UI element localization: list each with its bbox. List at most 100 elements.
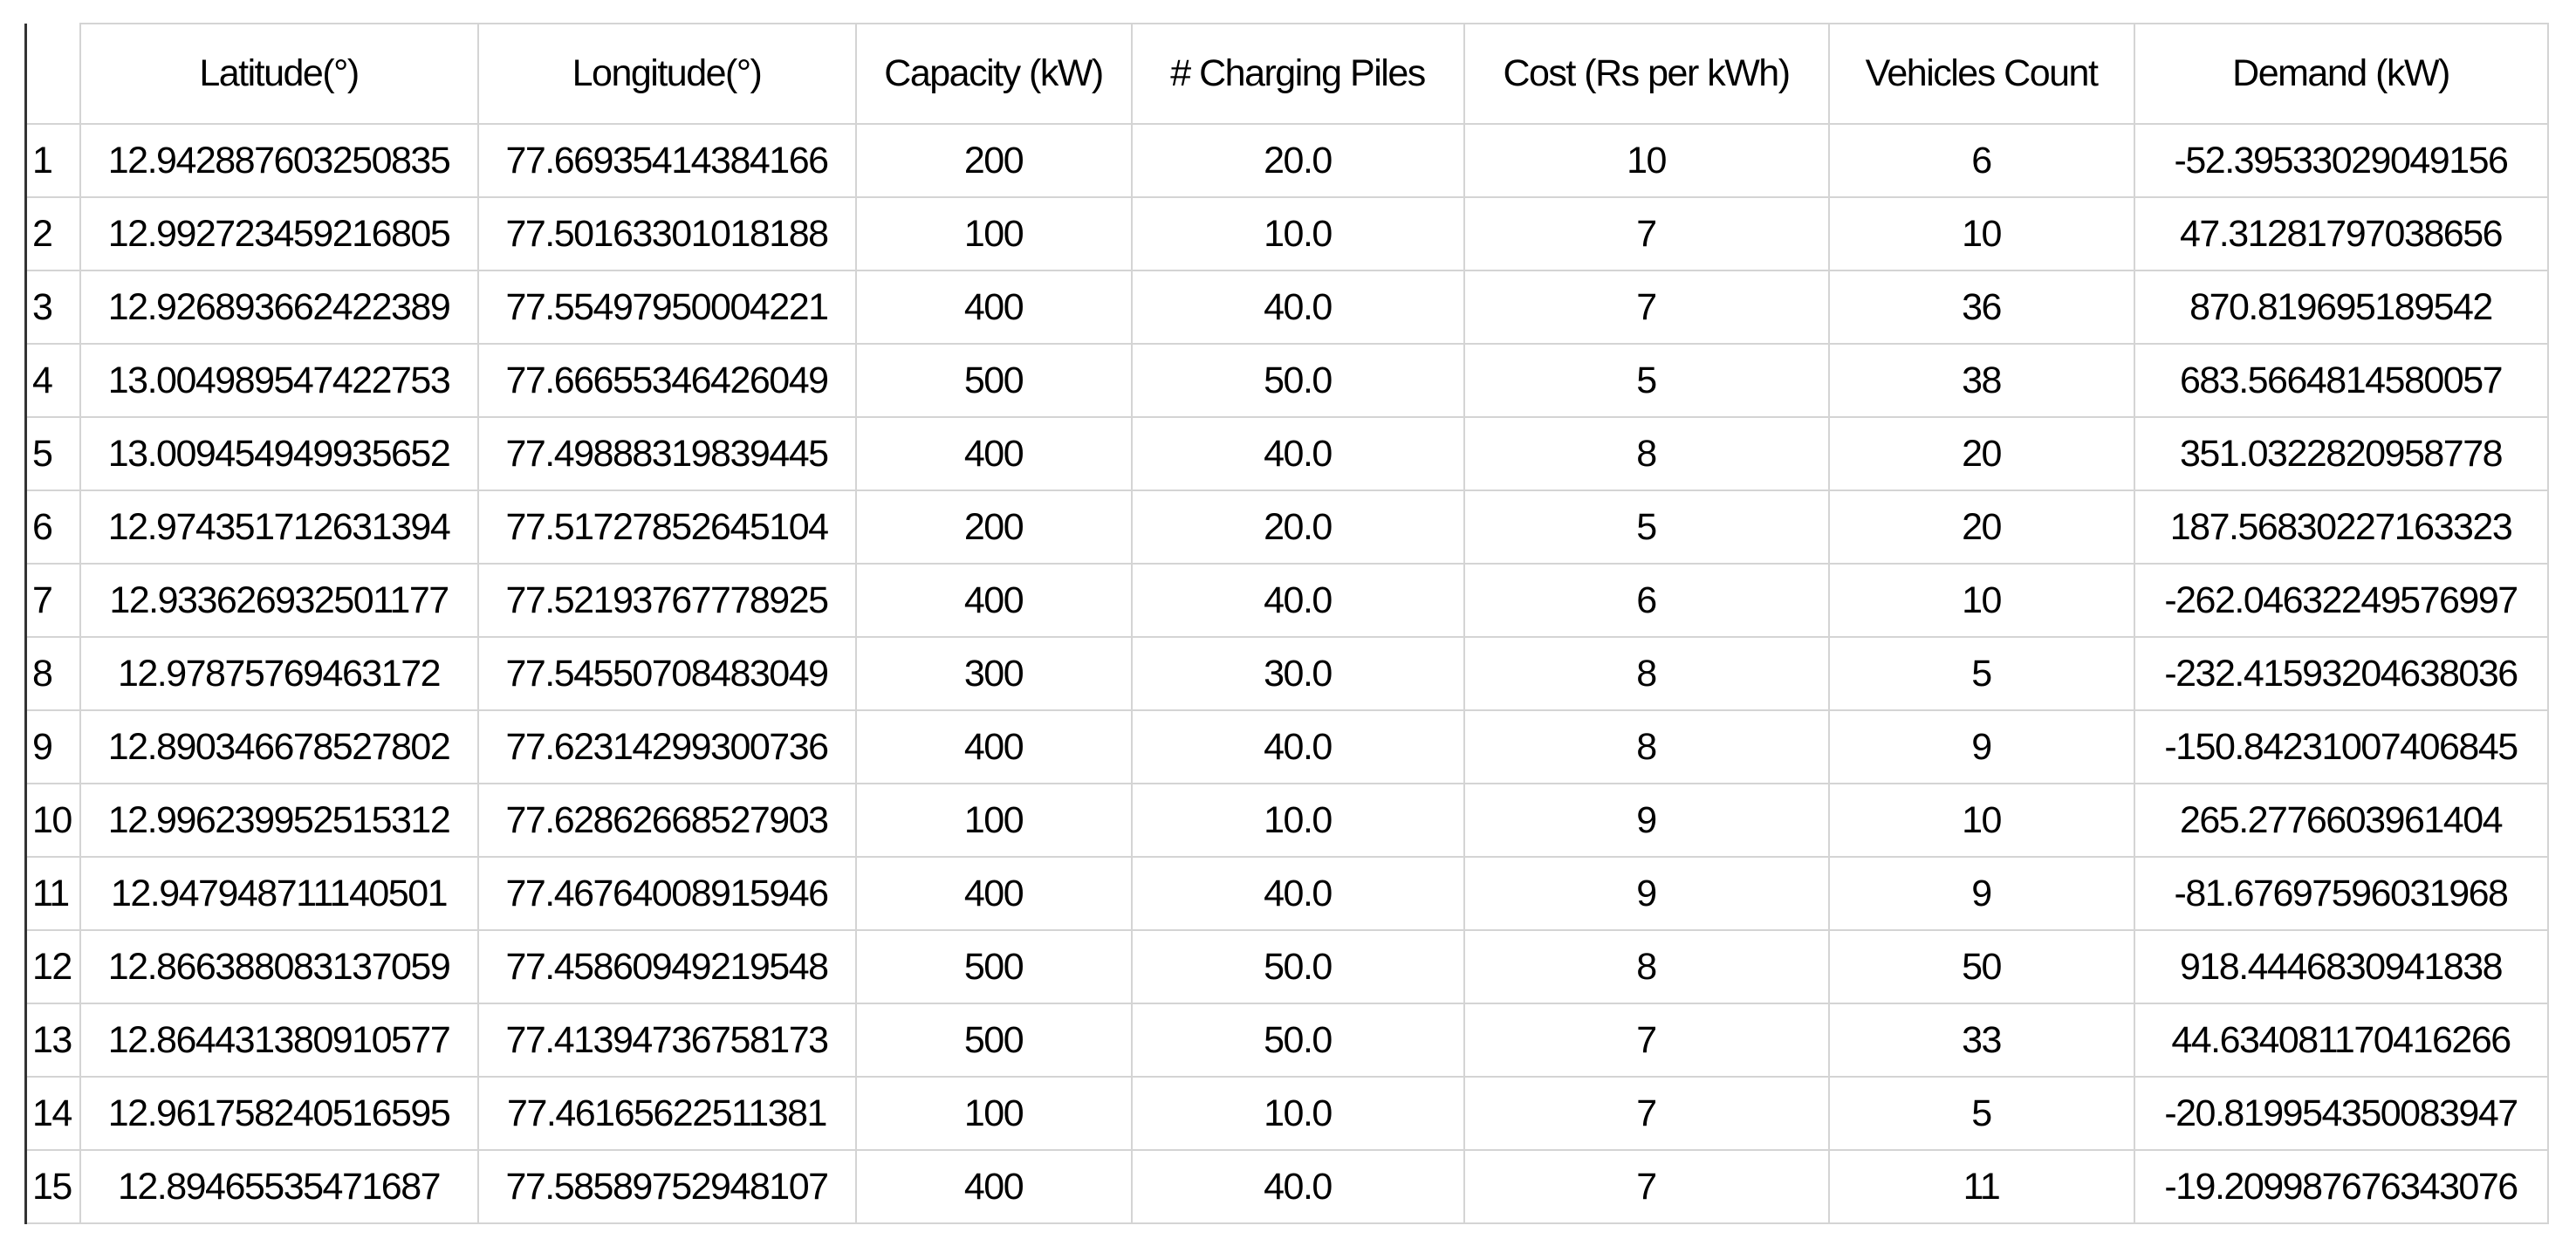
table-cell: 7 [1463, 1149, 1830, 1224]
table-row: 2 12.992723459216805 77.50163301018188 100 1… [25, 196, 2549, 271]
table-cell: 77.62862668527903 [476, 783, 857, 858]
table-cell: 44.634081170416266 [2133, 1003, 2549, 1078]
table-cell: 5 [1827, 1076, 2135, 1151]
table-cell: 40.0 [1130, 563, 1465, 638]
row-index: 6 [25, 490, 81, 565]
table-row: 1 12.942887603250835 77.66935414384166 200 2… [25, 123, 2549, 198]
data-table: Latitude(°) Longitude(°) Capacity (kW) # Ch… [24, 23, 2549, 1224]
table-cell: 5 [1827, 636, 2135, 711]
table-cell: 500 [854, 343, 1133, 418]
table-cell: 40.0 [1130, 1149, 1465, 1224]
table-cell: -52.39533029049156 [2133, 123, 2549, 198]
table-cell: 400 [854, 563, 1133, 638]
table-cell: 77.62314299300736 [476, 709, 857, 784]
row-index: 8 [25, 636, 81, 711]
table-cell: 77.55497950004221 [476, 270, 857, 345]
table-cell: 36 [1827, 270, 2135, 345]
row-index: 10 [25, 783, 81, 858]
table-cell: 400 [854, 856, 1133, 931]
table-cell: 12.97875769463172 [79, 636, 479, 711]
table-cell: 30.0 [1130, 636, 1465, 711]
table-cell: -262.04632249576997 [2133, 563, 2549, 638]
table-row: 15 12.89465535471687 77.58589752948107 400 4… [25, 1149, 2549, 1224]
row-index: 15 [25, 1149, 81, 1224]
table-cell: 683.5664814580057 [2133, 343, 2549, 418]
table-cell: 77.54550708483049 [476, 636, 857, 711]
column-header: Longitude(°) [476, 23, 857, 125]
table-cell: 300 [854, 636, 1133, 711]
table-cell: -19.209987676343076 [2133, 1149, 2549, 1224]
table-cell: 6 [1827, 123, 2135, 198]
table-cell: 12.890346678527802 [79, 709, 479, 784]
table-cell: -81.67697596031968 [2133, 856, 2549, 931]
column-header: # Charging Piles [1130, 23, 1465, 125]
table-view: Latitude(°) Longitude(°) Capacity (kW) # Ch… [24, 23, 2549, 1224]
table-cell: 77.50163301018188 [476, 196, 857, 271]
table-row: 14 12.961758240516595 77.46165622511381 100… [25, 1076, 2549, 1151]
table-cell: 40.0 [1130, 270, 1465, 345]
table-cell: 40.0 [1130, 856, 1465, 931]
table-cell: -232.41593204638036 [2133, 636, 2549, 711]
table-cell: -20.819954350083947 [2133, 1076, 2549, 1151]
table-row: 11 12.947948711140501 77.46764008915946 400… [25, 856, 2549, 931]
table-cell: 33 [1827, 1003, 2135, 1078]
table-cell: 77.51727852645104 [476, 490, 857, 565]
table-cell: 12.942887603250835 [79, 123, 479, 198]
table-cell: 50.0 [1130, 929, 1465, 1004]
row-index: 9 [25, 709, 81, 784]
table-row: 10 12.996239952515312 77.62862668527903 100… [25, 783, 2549, 858]
corner-cell [25, 24, 81, 125]
table-row: 13 12.864431380910577 77.41394736758173 500… [25, 1003, 2549, 1078]
table-cell: 12.974351712631394 [79, 490, 479, 565]
table-cell: 20.0 [1130, 490, 1465, 565]
table-cell: 10.0 [1130, 1076, 1465, 1151]
table-cell: 12.996239952515312 [79, 783, 479, 858]
table-cell: 6 [1463, 563, 1830, 638]
table-cell: 8 [1463, 416, 1830, 491]
row-index: 14 [25, 1076, 81, 1151]
table-row: 6 12.974351712631394 77.51727852645104 200 2… [25, 490, 2549, 565]
table-cell: 7 [1463, 270, 1830, 345]
table-cell: 20.0 [1130, 123, 1465, 198]
table-cell: 10 [1827, 196, 2135, 271]
table-cell: 40.0 [1130, 709, 1465, 784]
table-cell: 77.66655346426049 [476, 343, 857, 418]
table-cell: 12.89465535471687 [79, 1149, 479, 1224]
table-cell: 265.2776603961404 [2133, 783, 2549, 858]
table-cell: 200 [854, 123, 1133, 198]
table-cell: 40.0 [1130, 416, 1465, 491]
table-cell: 351.0322820958778 [2133, 416, 2549, 491]
table-cell: 11 [1827, 1149, 2135, 1224]
table-cell: 12.961758240516595 [79, 1076, 479, 1151]
table-cell: 77.45860949219548 [476, 929, 857, 1004]
table-cell: 400 [854, 270, 1133, 345]
table-cell: 20 [1827, 416, 2135, 491]
table-cell: 77.46764008915946 [476, 856, 857, 931]
table-cell: 77.46165622511381 [476, 1076, 857, 1151]
table-cell: 9 [1827, 709, 2135, 784]
table-cell: 12.933626932501177 [79, 563, 479, 638]
table-cell: 9 [1463, 783, 1830, 858]
table-cell: 20 [1827, 490, 2135, 565]
table-cell: 77.41394736758173 [476, 1003, 857, 1078]
row-index: 12 [25, 929, 81, 1004]
table-cell: 47.31281797038656 [2133, 196, 2549, 271]
table-row: 3 12.926893662422389 77.55497950004221 400 4… [25, 270, 2549, 345]
table-cell: 918.4446830941838 [2133, 929, 2549, 1004]
table-cell: 10.0 [1130, 783, 1465, 858]
table-cell: 187.56830227163323 [2133, 490, 2549, 565]
table-cell: 500 [854, 1003, 1133, 1078]
table-cell: 400 [854, 709, 1133, 784]
table-cell: 12.864431380910577 [79, 1003, 479, 1078]
table-body: 1 12.942887603250835 77.66935414384166 200 2… [25, 123, 2549, 1224]
table-cell: 10.0 [1130, 196, 1465, 271]
table-cell: 8 [1463, 709, 1830, 784]
table-cell: 400 [854, 416, 1133, 491]
table-cell: 7 [1463, 196, 1830, 271]
table-cell: 10 [1827, 783, 2135, 858]
table-row: 12 12.866388083137059 77.45860949219548 500… [25, 929, 2549, 1004]
row-index: 4 [25, 343, 81, 418]
row-index: 13 [25, 1003, 81, 1078]
table-cell: 100 [854, 783, 1133, 858]
